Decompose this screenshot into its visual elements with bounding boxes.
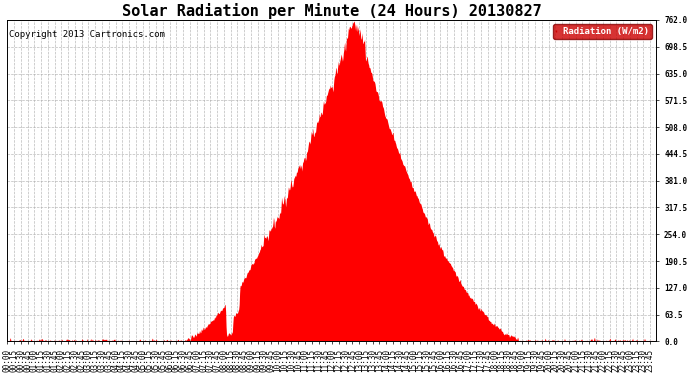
Title: Solar Radiation per Minute (24 Hours) 20130827: Solar Radiation per Minute (24 Hours) 20… (122, 3, 542, 19)
Legend: Radiation (W/m2): Radiation (W/m2) (553, 24, 652, 39)
Text: Copyright 2013 Cartronics.com: Copyright 2013 Cartronics.com (8, 30, 164, 39)
